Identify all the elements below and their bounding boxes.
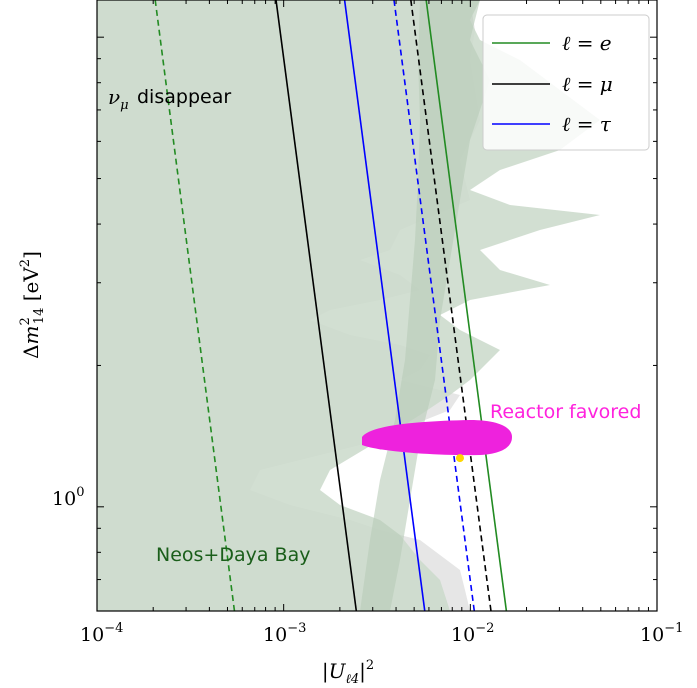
series-line — [425, 0, 508, 611]
x-axis-label: |Uℓ4|2 — [322, 658, 374, 687]
legend-label-tau: ℓ = τ — [562, 112, 612, 136]
legend-label-mu: ℓ = μ — [562, 72, 613, 96]
green-overlap-band — [360, 0, 490, 611]
x-tick-labels: 10−4 10−3 10−2 10−1 — [80, 621, 683, 646]
y-tick-label: 100 — [52, 485, 84, 510]
plot-frame — [96, 0, 658, 612]
reactor-favored-label: Reactor favored — [490, 401, 641, 423]
x-tick-label: 10−4 — [80, 621, 123, 646]
axis-ticks — [96, 0, 658, 612]
series-line — [393, 0, 476, 611]
limit-lines — [154, 0, 508, 611]
x-tick-label: 10−3 — [263, 621, 306, 646]
shaded-regions — [97, 0, 600, 611]
legend-box — [482, 14, 650, 151]
x-tick-label: 10−1 — [640, 621, 683, 646]
x-tick-label: 10−2 — [451, 621, 494, 646]
disappear-label: disappear — [137, 86, 231, 108]
legend: ℓ = e ℓ = μ ℓ = τ — [482, 14, 650, 151]
reactor-favored-region — [362, 420, 512, 463]
legend-label-e: ℓ = e — [562, 31, 612, 55]
neos-daya-bay-label: Neos+Daya Bay — [156, 544, 310, 566]
series-line — [410, 0, 492, 611]
series-line — [343, 0, 426, 611]
green-neos-daya-bay-region — [97, 0, 600, 611]
reactor-favored-blob — [362, 420, 512, 456]
series-line — [275, 0, 358, 611]
y-axis-label: Δm214 [eV2] — [18, 251, 47, 359]
series-line — [154, 0, 236, 611]
best-fit-star — [455, 454, 464, 463]
